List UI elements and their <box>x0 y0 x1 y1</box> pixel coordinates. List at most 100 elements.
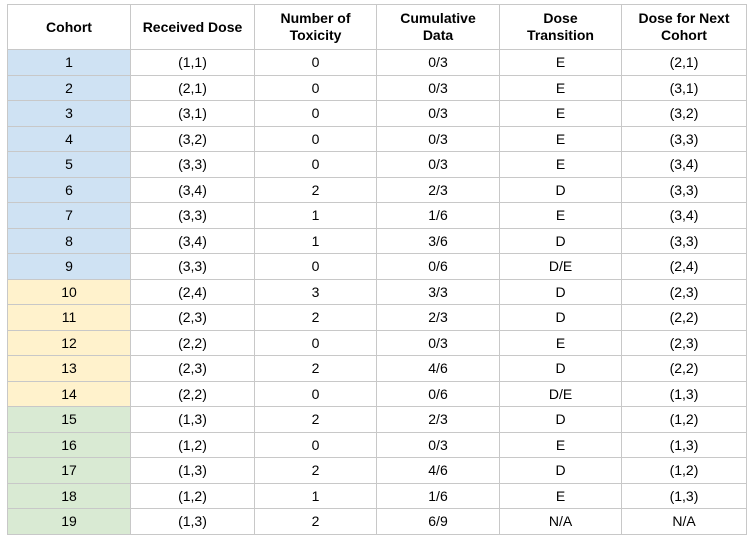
dose-transition-cell: E <box>499 125 622 152</box>
next-dose-cell: N/A <box>621 508 747 535</box>
toxicity-count-cell: 0 <box>254 329 377 356</box>
next-dose-cell: (3,1) <box>621 74 747 101</box>
table-header: Cohort Received Dose Number of Toxicity C… <box>7 4 747 50</box>
received-dose-cell: (1,3) <box>130 457 255 484</box>
next-dose-cell: (1,2) <box>621 457 747 484</box>
toxicity-count-cell: 0 <box>254 74 377 101</box>
table-row: 5 (3,3) 0 0/3 E (3,4) <box>7 151 747 178</box>
cohort-cell: 9 <box>7 253 131 280</box>
table-row: 2 (2,1) 0 0/3 E (3,1) <box>7 74 747 101</box>
toxicity-count-cell: 0 <box>254 431 377 458</box>
header-dose-transition: Dose Transition <box>499 4 622 50</box>
table-row: 13 (2,3) 2 4/6 D (2,2) <box>7 355 747 382</box>
next-dose-cell: (1,3) <box>621 482 747 509</box>
table-row: 14 (2,2) 0 0/6 D/E (1,3) <box>7 380 747 407</box>
table-row: 12 (2,2) 0 0/3 E (2,3) <box>7 329 747 356</box>
table-row: 1 (1,1) 0 0/3 E (2,1) <box>7 49 747 76</box>
cumulative-data-cell: 1/6 <box>376 202 500 229</box>
received-dose-cell: (1,2) <box>130 431 255 458</box>
received-dose-cell: (2,4) <box>130 278 255 305</box>
next-dose-cell: (2,3) <box>621 278 747 305</box>
next-dose-cell: (3,3) <box>621 176 747 203</box>
cumulative-data-cell: 6/9 <box>376 508 500 535</box>
received-dose-cell: (3,3) <box>130 253 255 280</box>
header-row: Cohort Received Dose Number of Toxicity C… <box>7 4 747 50</box>
cumulative-data-cell: 2/3 <box>376 176 500 203</box>
next-dose-cell: (1,2) <box>621 406 747 433</box>
received-dose-cell: (1,2) <box>130 482 255 509</box>
cohort-cell: 10 <box>7 278 131 305</box>
received-dose-cell: (1,3) <box>130 508 255 535</box>
dose-transition-cell: D <box>499 304 622 331</box>
cohort-cell: 19 <box>7 508 131 535</box>
cohort-cell: 1 <box>7 49 131 76</box>
toxicity-count-cell: 2 <box>254 508 377 535</box>
next-dose-cell: (2,2) <box>621 304 747 331</box>
received-dose-cell: (3,2) <box>130 125 255 152</box>
cohort-cell: 5 <box>7 151 131 178</box>
received-dose-cell: (2,2) <box>130 329 255 356</box>
dose-transition-cell: D <box>499 355 622 382</box>
toxicity-count-cell: 2 <box>254 406 377 433</box>
cohort-cell: 17 <box>7 457 131 484</box>
dose-transition-cell: E <box>499 482 622 509</box>
cohort-dose-table: Cohort Received Dose Number of Toxicity C… <box>7 4 747 535</box>
dose-transition-cell: E <box>499 329 622 356</box>
toxicity-count-cell: 0 <box>254 151 377 178</box>
cumulative-data-cell: 0/3 <box>376 74 500 101</box>
header-cumulative-data: Cumulative Data <box>376 4 500 50</box>
cohort-cell: 8 <box>7 227 131 254</box>
dose-transition-cell: D/E <box>499 380 622 407</box>
cumulative-data-cell: 0/3 <box>376 100 500 127</box>
table-row: 3 (3,1) 0 0/3 E (3,2) <box>7 100 747 127</box>
toxicity-count-cell: 2 <box>254 176 377 203</box>
header-received-dose: Received Dose <box>130 4 255 50</box>
cumulative-data-cell: 4/6 <box>376 355 500 382</box>
cumulative-data-cell: 0/3 <box>376 329 500 356</box>
table-row: 11 (2,3) 2 2/3 D (2,2) <box>7 304 747 331</box>
dose-transition-cell: E <box>499 100 622 127</box>
toxicity-count-cell: 2 <box>254 457 377 484</box>
toxicity-count-cell: 3 <box>254 278 377 305</box>
next-dose-cell: (2,2) <box>621 355 747 382</box>
cumulative-data-cell: 0/6 <box>376 253 500 280</box>
cumulative-data-cell: 2/3 <box>376 304 500 331</box>
cohort-cell: 18 <box>7 482 131 509</box>
header-cohort: Cohort <box>7 4 131 50</box>
table-body: 1 (1,1) 0 0/3 E (2,1) 2 (2,1) 0 0/3 E (3,1) 3 (3,1) 0 0… <box>7 49 747 535</box>
cohort-cell: 7 <box>7 202 131 229</box>
toxicity-count-cell: 0 <box>254 253 377 280</box>
table-row: 9 (3,3) 0 0/6 D/E (2,4) <box>7 253 747 280</box>
received-dose-cell: (3,1) <box>130 100 255 127</box>
dose-transition-cell: D <box>499 406 622 433</box>
cumulative-data-cell: 3/6 <box>376 227 500 254</box>
next-dose-cell: (3,2) <box>621 100 747 127</box>
received-dose-cell: (2,3) <box>130 355 255 382</box>
received-dose-cell: (3,3) <box>130 151 255 178</box>
received-dose-cell: (1,1) <box>130 49 255 76</box>
next-dose-cell: (1,3) <box>621 380 747 407</box>
toxicity-count-cell: 1 <box>254 227 377 254</box>
cohort-cell: 12 <box>7 329 131 356</box>
received-dose-cell: (3,4) <box>130 176 255 203</box>
dose-transition-cell: E <box>499 202 622 229</box>
next-dose-cell: (2,1) <box>621 49 747 76</box>
toxicity-count-cell: 1 <box>254 202 377 229</box>
next-dose-cell: (1,3) <box>621 431 747 458</box>
table-row: 6 (3,4) 2 2/3 D (3,3) <box>7 176 747 203</box>
next-dose-cell: (2,3) <box>621 329 747 356</box>
toxicity-count-cell: 0 <box>254 100 377 127</box>
next-dose-cell: (3,4) <box>621 202 747 229</box>
cumulative-data-cell: 4/6 <box>376 457 500 484</box>
cumulative-data-cell: 2/3 <box>376 406 500 433</box>
dose-transition-cell: D <box>499 278 622 305</box>
table-row: 17 (1,3) 2 4/6 D (1,2) <box>7 457 747 484</box>
cohort-cell: 13 <box>7 355 131 382</box>
received-dose-cell: (2,3) <box>130 304 255 331</box>
received-dose-cell: (3,4) <box>130 227 255 254</box>
dose-transition-cell: D <box>499 227 622 254</box>
cohort-cell: 4 <box>7 125 131 152</box>
next-dose-cell: (3,3) <box>621 125 747 152</box>
table-row: 7 (3,3) 1 1/6 E (3,4) <box>7 202 747 229</box>
table-row: 8 (3,4) 1 3/6 D (3,3) <box>7 227 747 254</box>
